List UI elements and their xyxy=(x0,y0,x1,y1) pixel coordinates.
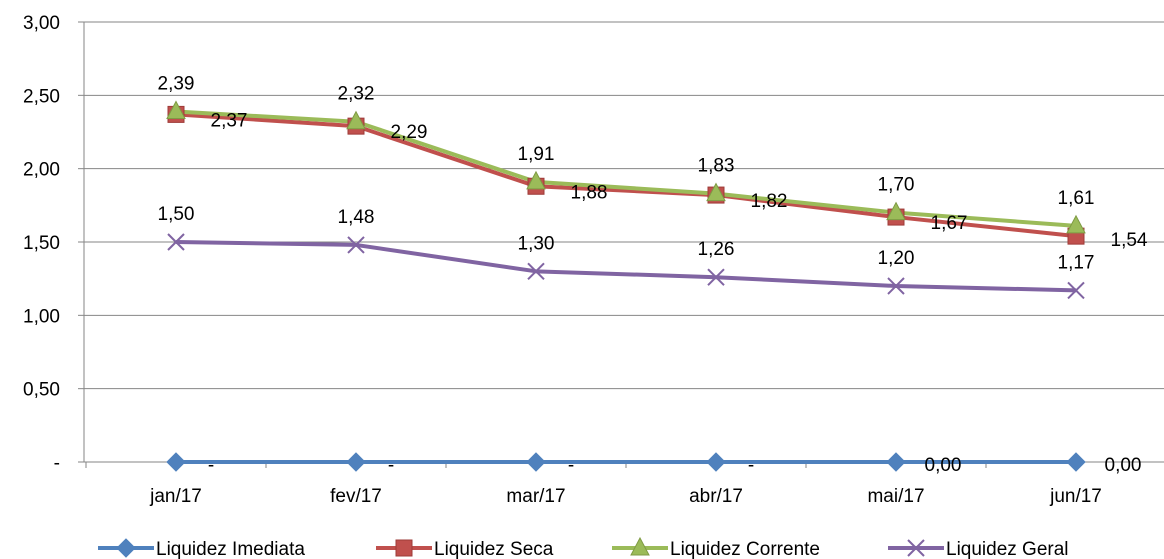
legend-label: Liquidez Corrente xyxy=(670,539,820,559)
data-label-liquidez-geral: 1,30 xyxy=(518,233,555,254)
point-liquidez-corrente xyxy=(166,100,186,119)
point-liquidez-imediata xyxy=(886,452,906,472)
y-tick-label: 1,00 xyxy=(23,306,60,327)
legend-marker xyxy=(395,539,413,557)
y-tick-label: 3,00 xyxy=(23,13,60,34)
data-labels: - - - - 0,00 0,00 2,37 2,29 1,88 1,82 1,67 1,54 2,39… xyxy=(158,73,1148,476)
legend-item-liquidez-seca: Liquidez Seca xyxy=(376,539,554,559)
x-marker-stroke xyxy=(167,233,185,251)
point-liquidez-imediata xyxy=(166,452,186,472)
legend-item-liquidez-corrente: Liquidez Corrente xyxy=(612,536,820,559)
point-liquidez-corrente xyxy=(886,201,906,221)
data-label-liquidez-imediata: 0,00 xyxy=(1105,455,1142,476)
x-marker-stroke xyxy=(527,262,545,281)
point-liquidez-geral xyxy=(707,268,725,286)
legend-marker xyxy=(116,538,136,558)
data-label-liquidez-geral: 1,50 xyxy=(158,204,195,225)
point-liquidez-imediata xyxy=(706,452,726,472)
point-liquidez-geral xyxy=(1067,281,1085,300)
x-tick-label: jan/17 xyxy=(149,486,202,507)
series-lines xyxy=(175,109,1077,464)
data-label-liquidez-corrente: 1,61 xyxy=(1058,188,1095,209)
y-tick-label: - xyxy=(54,453,60,474)
x-marker-stroke xyxy=(887,277,905,295)
data-label-liquidez-imediata: - xyxy=(568,455,574,476)
legend-label: Liquidez Imediata xyxy=(156,539,305,559)
x-tick-label: abr/17 xyxy=(689,486,743,507)
x-marker-stroke xyxy=(907,539,925,557)
point-liquidez-corrente xyxy=(1066,214,1086,234)
point-liquidez-geral xyxy=(167,233,185,251)
data-label-liquidez-seca: 2,37 xyxy=(211,110,248,131)
data-label-liquidez-seca: 1,67 xyxy=(931,213,968,234)
y-tick-label: 1,50 xyxy=(23,233,60,254)
point-liquidez-imediata xyxy=(1066,452,1086,472)
point-liquidez-imediata xyxy=(346,452,366,472)
legend-item-liquidez-geral: Liquidez Geral xyxy=(888,539,1069,559)
x-tick-label: mai/17 xyxy=(867,486,924,507)
x-tick-label: mar/17 xyxy=(506,486,565,507)
x-tick-label: jun/17 xyxy=(1049,486,1102,507)
data-label-liquidez-imediata: - xyxy=(748,455,754,476)
data-label-liquidez-imediata: - xyxy=(208,455,214,476)
data-label-liquidez-corrente: 1,83 xyxy=(698,156,735,177)
point-liquidez-geral xyxy=(347,236,365,254)
legend-label: Liquidez Geral xyxy=(946,539,1069,559)
point-liquidez-imediata xyxy=(526,452,546,472)
series-line-liquidez-seca xyxy=(175,112,1077,239)
legend: Liquidez Imediata Liquidez Seca Liquidez C… xyxy=(98,536,1069,559)
y-axis-tick-labels: - 0,50 1,00 1,50 2,00 2,50 3,00 xyxy=(23,13,60,474)
point-liquidez-corrente xyxy=(526,170,546,190)
data-label-liquidez-corrente: 1,70 xyxy=(878,175,915,196)
y-tick-label: 0,50 xyxy=(23,380,60,401)
point-liquidez-corrente xyxy=(706,182,726,202)
x-marker-stroke xyxy=(707,268,725,286)
series-line-liquidez-geral xyxy=(175,240,1077,293)
x-marker-stroke xyxy=(347,236,365,254)
x-axis-tick-labels: jan/17 fev/17 mar/17 abr/17 mai/17 jun/17 xyxy=(149,486,1102,507)
series-line-liquidez-corrente xyxy=(175,109,1077,228)
y-tick-label: 2,00 xyxy=(23,160,60,181)
data-label-liquidez-imediata: 0,00 xyxy=(925,455,962,476)
y-tick-label: 2,50 xyxy=(23,86,60,107)
data-label-liquidez-seca: 2,29 xyxy=(391,122,428,143)
point-liquidez-geral xyxy=(527,262,545,281)
data-label-liquidez-corrente: 1,91 xyxy=(518,144,555,165)
data-label-liquidez-corrente: 2,39 xyxy=(158,73,195,94)
legend-item-liquidez-imediata: Liquidez Imediata xyxy=(98,538,305,559)
x-marker-stroke xyxy=(1067,281,1085,300)
data-label-liquidez-geral: 1,26 xyxy=(698,239,735,260)
data-label-liquidez-seca: 1,82 xyxy=(751,191,788,212)
data-label-liquidez-geral: 1,20 xyxy=(878,248,915,269)
data-label-liquidez-corrente: 2,32 xyxy=(338,84,375,105)
data-label-liquidez-imediata: - xyxy=(388,455,394,476)
legend-marker xyxy=(630,536,650,556)
gridlines xyxy=(84,21,1164,390)
legend-marker xyxy=(907,539,925,557)
x-tick-label: fev/17 xyxy=(330,486,382,507)
data-label-liquidez-geral: 1,48 xyxy=(338,207,375,228)
point-liquidez-corrente xyxy=(346,110,366,130)
data-label-liquidez-seca: 1,54 xyxy=(1111,230,1148,251)
legend-label: Liquidez Seca xyxy=(434,539,554,559)
point-liquidez-geral xyxy=(887,277,905,295)
data-label-liquidez-seca: 1,88 xyxy=(571,182,608,203)
data-label-liquidez-geral: 1,17 xyxy=(1058,252,1095,273)
series-markers xyxy=(166,100,1086,472)
